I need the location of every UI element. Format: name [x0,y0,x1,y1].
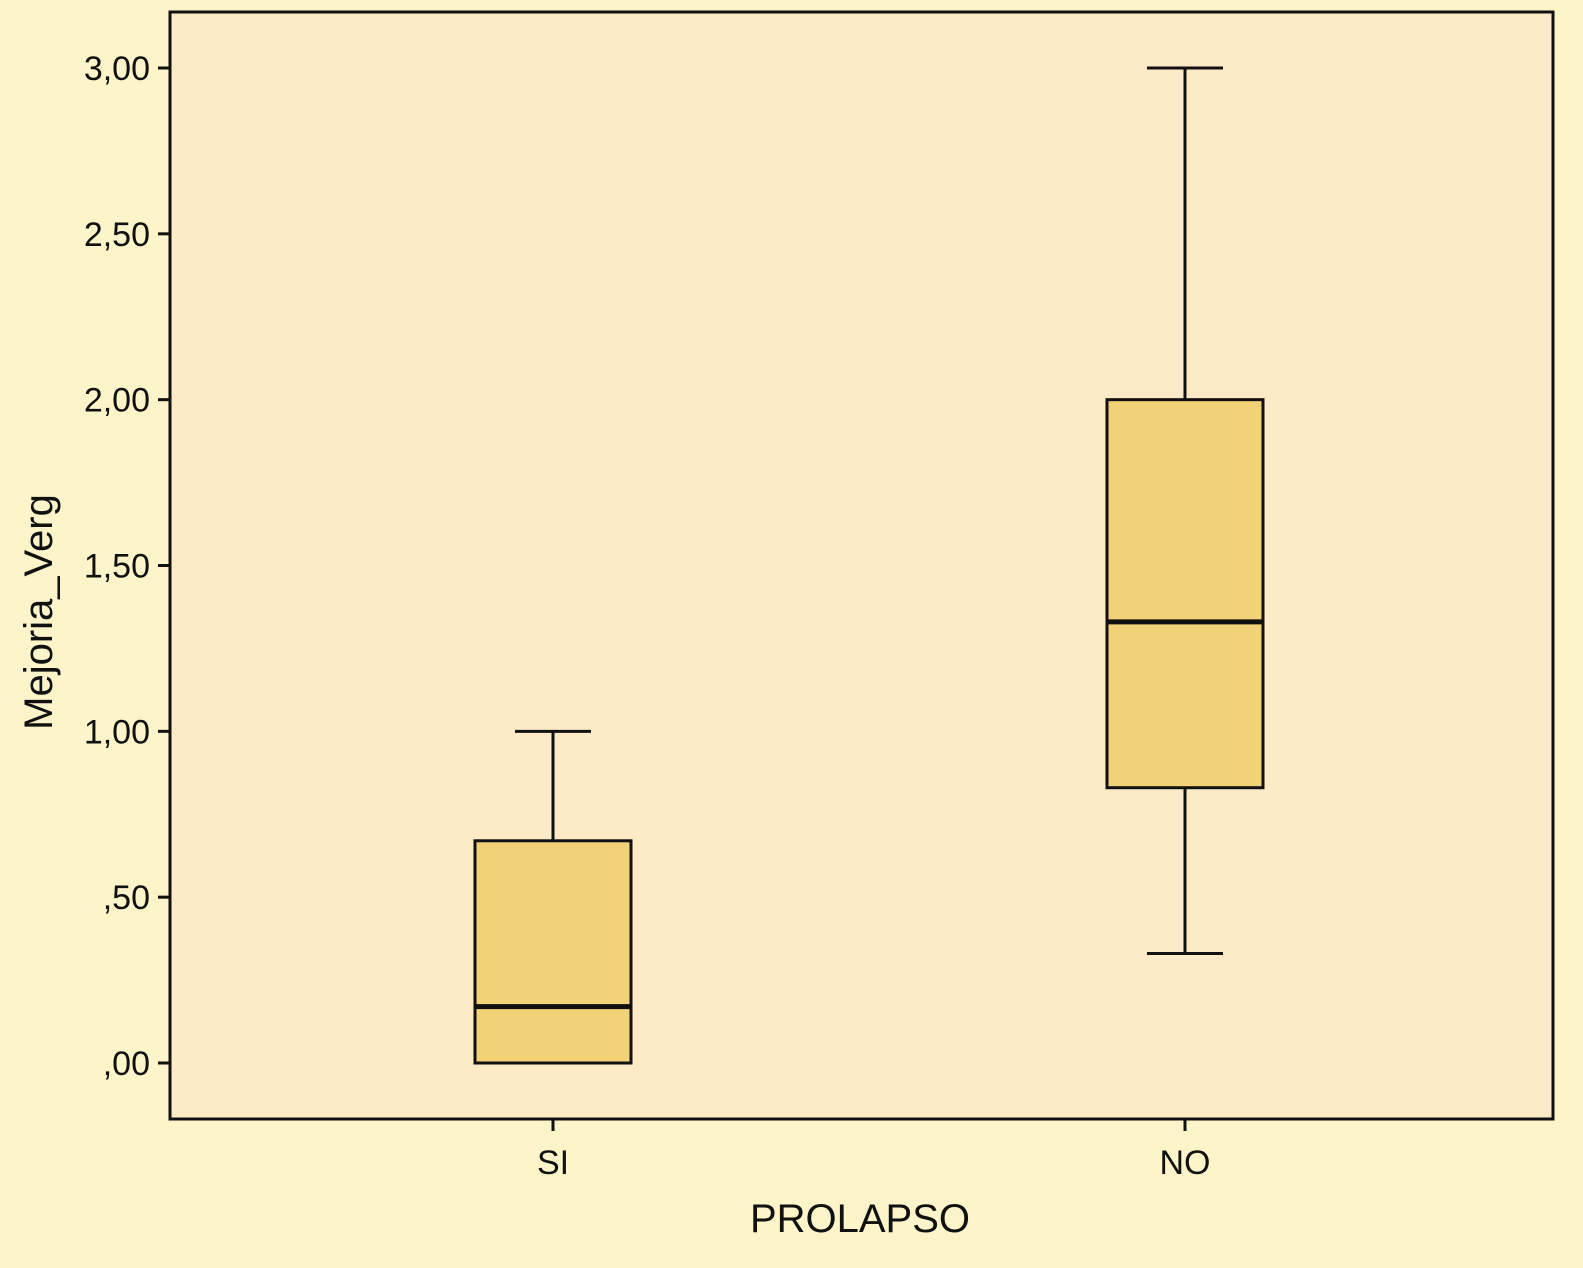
y-tick-label: 3,00 [84,50,150,88]
x-tick-label: NO [1160,1144,1211,1182]
box-iqr [473,839,633,1065]
x-axis: SI NO [537,1119,1211,1182]
y-tick-label: 1,50 [84,548,150,586]
y-axis: ,00 ,50 1,00 1,50 2,00 2,50 3,00 [84,50,170,1083]
y-tick-label: ,00 [103,1045,150,1083]
y-axis-title: Mejoria_Verg [17,494,61,730]
boxes-group [473,66,1265,1065]
y-tick-label: 2,00 [84,382,150,420]
box-no [1105,66,1265,956]
y-tick-label: 2,50 [84,216,150,254]
y-tick-label: ,50 [103,879,150,917]
box-iqr [1105,398,1265,790]
box-si [473,729,633,1065]
plot-area [168,10,1555,1121]
x-tick-label: SI [537,1144,569,1182]
y-tick-label: 1,00 [84,713,150,751]
x-axis-title: PROLAPSO [750,1197,970,1241]
